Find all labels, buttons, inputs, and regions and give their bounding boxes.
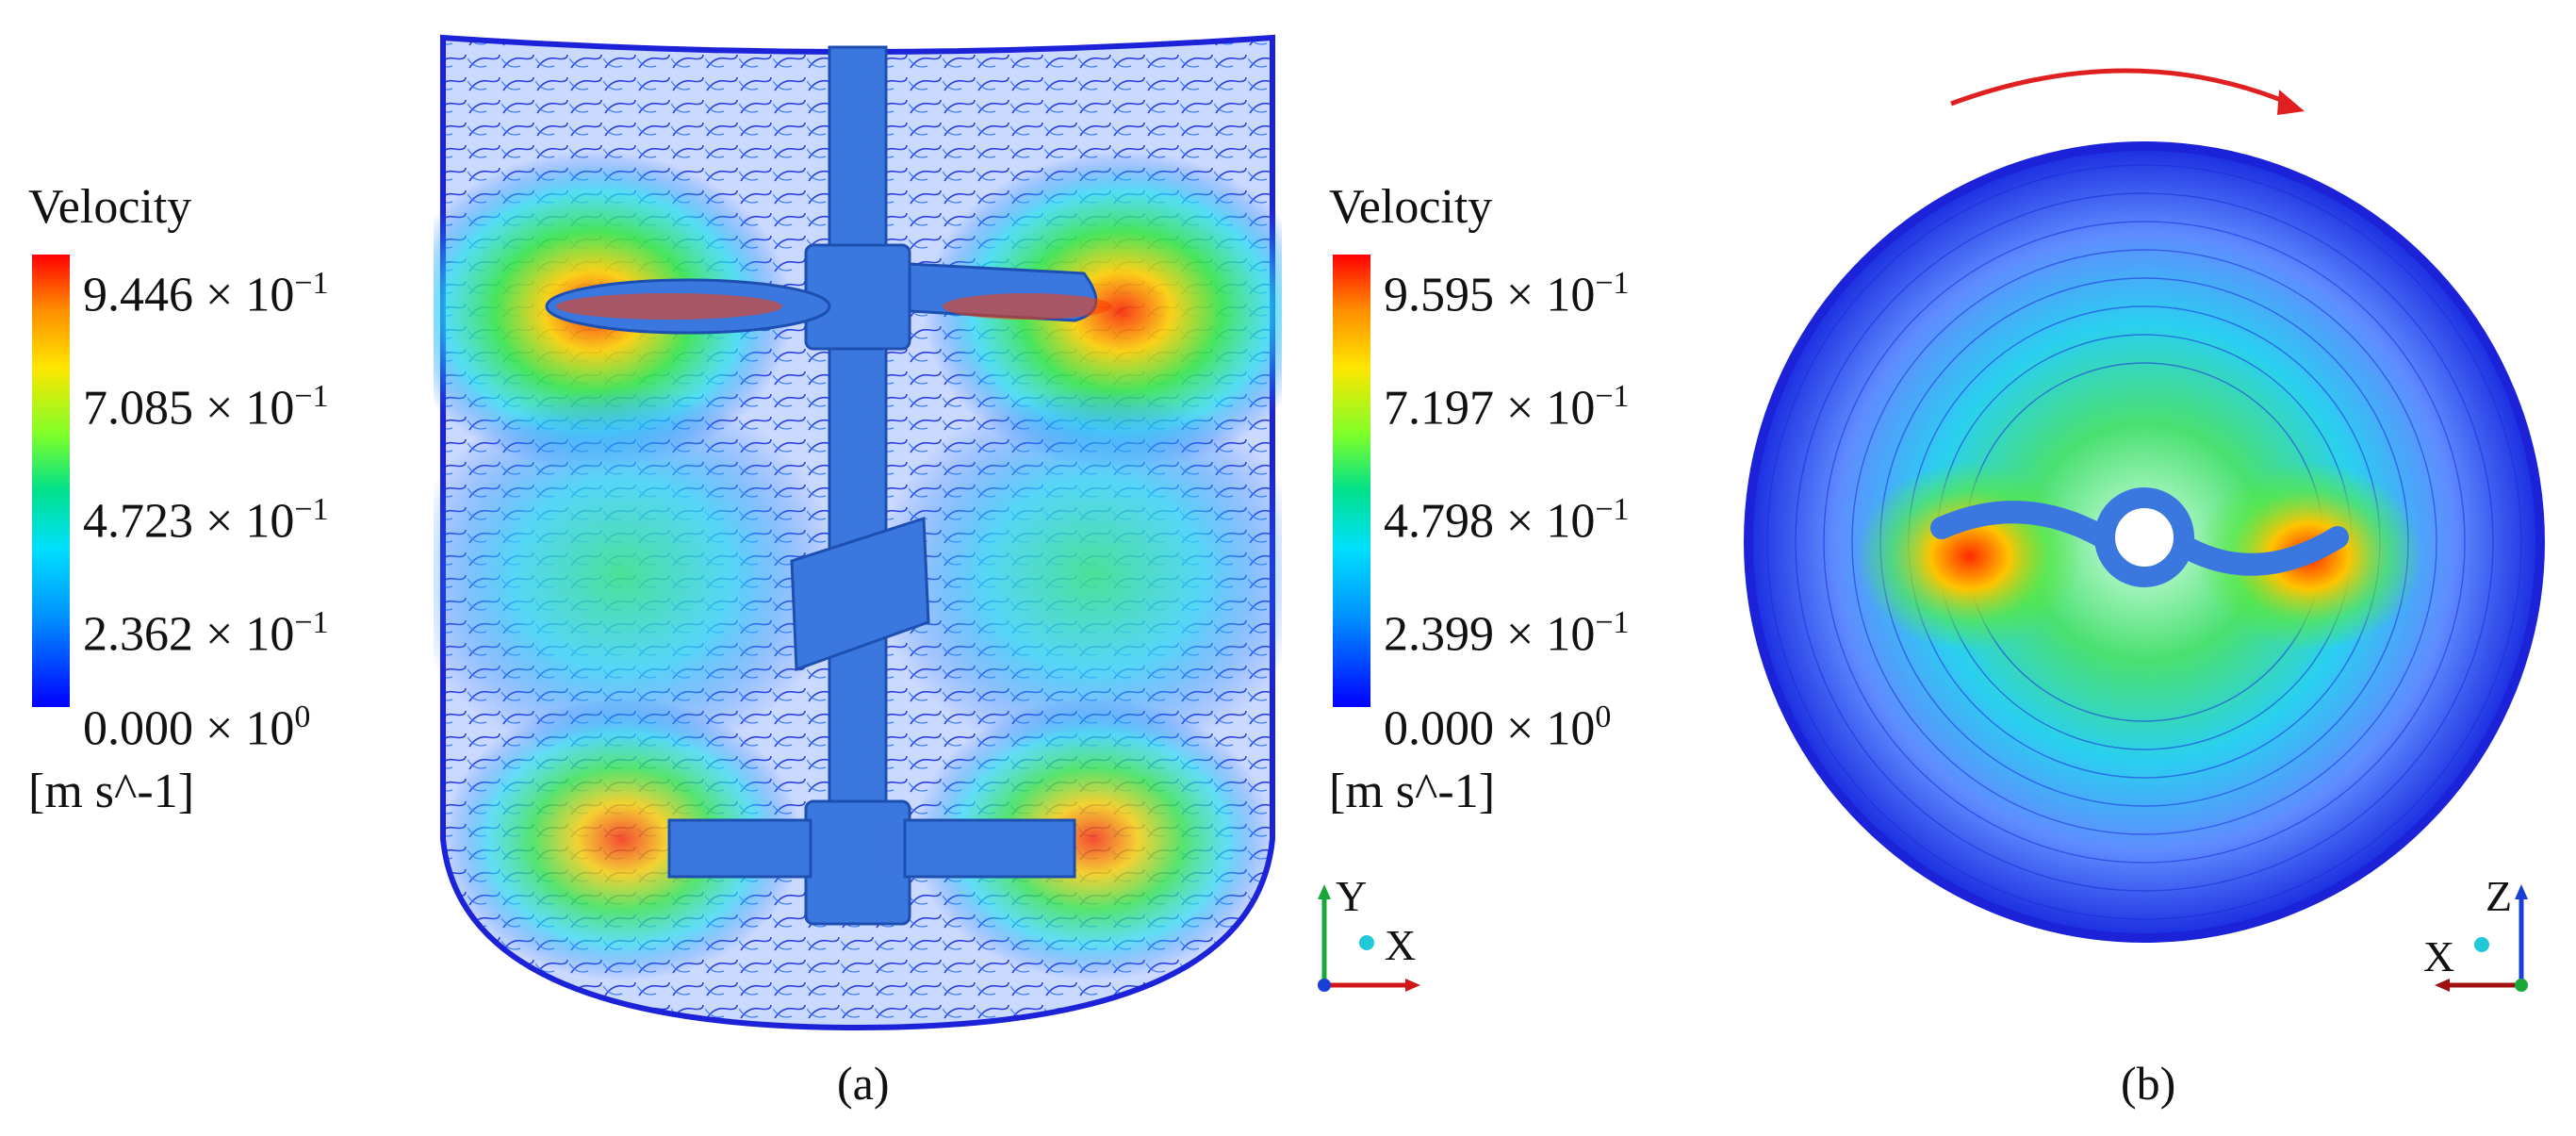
axis-label-z: Z (2486, 872, 2513, 920)
legend-tick: 9.595 × 10−1 (1384, 266, 1630, 322)
legend-tick: 9.446 × 10−1 (83, 266, 329, 322)
axis-label-x: X (2423, 932, 2455, 980)
impeller-top (1930, 501, 2349, 576)
panel-label-b: (b) (2121, 1057, 2176, 1110)
legend-unit: [m s^-1] (1329, 765, 1496, 818)
top-view-flow-field (1744, 68, 2545, 943)
legend-title: Velocity (1329, 180, 1493, 234)
impeller-shaft (545, 45, 1098, 926)
panel-label-a: (a) (837, 1057, 890, 1110)
color-scale-bar (32, 255, 70, 707)
axis-label-y: Y (1336, 872, 1368, 920)
legend-a: Velocity 9.446 × 10−1 7.085 × 10−1 4.723… (28, 179, 481, 858)
legend-tick: 4.798 × 10−1 (1384, 492, 1630, 549)
color-scale-bar (1333, 255, 1370, 707)
axis-triad-b: Z X (2423, 872, 2540, 1009)
legend-tick: 7.085 × 10−1 (83, 379, 329, 436)
legend-b: Velocity 9.595 × 10−1 7.197 × 10−1 4.798… (1329, 179, 1781, 858)
legend-tick: 4.723 × 10−1 (83, 492, 329, 549)
axis-label-x: X (1385, 921, 1417, 969)
axis-triad-a: Y X (1315, 872, 1428, 1009)
legend-unit: [m s^-1] (28, 765, 195, 818)
legend-tick: 2.399 × 10−1 (1384, 605, 1630, 662)
legend-tick: 0.000 × 100 (1384, 700, 1612, 756)
rotation-arrow (1950, 68, 2291, 107)
side-view-flow-field (434, 34, 1282, 1031)
legend-tick: 2.362 × 10−1 (83, 605, 329, 662)
legend-tick: 7.197 × 10−1 (1384, 379, 1630, 436)
legend-title: Velocity (28, 180, 192, 234)
legend-tick: 0.000 × 100 (83, 700, 311, 756)
